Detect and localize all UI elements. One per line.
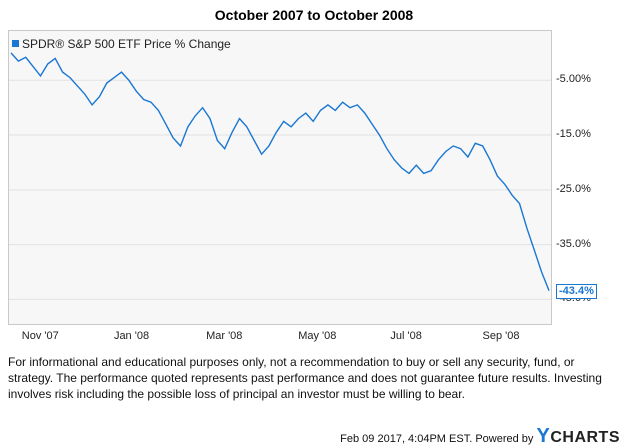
legend-swatch	[12, 40, 19, 47]
y-tick-label: -25.0%	[556, 182, 591, 195]
footer: Feb 09 2017, 4:04PM EST. Powered by YCHA…	[340, 425, 620, 448]
last-value-label: -43.4%	[556, 283, 597, 299]
chart-title: October 2007 to October 2008	[214, 7, 414, 23]
timestamp: Feb 09 2017, 4:04PM EST.	[340, 433, 473, 445]
series-line[interactable]	[10, 52, 550, 291]
x-tick-label: Jan '08	[113, 330, 150, 342]
legend[interactable]: SPDR® S&P 500 ETF Price % Change	[12, 37, 231, 51]
y-tick-label: -15.0%	[556, 128, 591, 141]
disclaimer-text: For informational and educational purpos…	[8, 355, 602, 401]
powered-by-text: Powered by	[475, 433, 534, 445]
plot-area	[8, 30, 552, 325]
legend-label: SPDR® S&P 500 ETF Price % Change	[22, 37, 231, 51]
y-tick-label: -5.00%	[556, 73, 591, 86]
y-tick-label: -35.0%	[556, 237, 591, 250]
x-tick-label: Nov '07	[21, 330, 59, 342]
x-tick-label: May '08	[298, 330, 337, 342]
x-tick-label: Mar '08	[206, 330, 243, 342]
ycharts-logo[interactable]: YCHARTS	[536, 425, 620, 447]
x-tick-label: Sep '08	[482, 330, 520, 342]
x-tick-label: Jul '08	[390, 330, 422, 342]
